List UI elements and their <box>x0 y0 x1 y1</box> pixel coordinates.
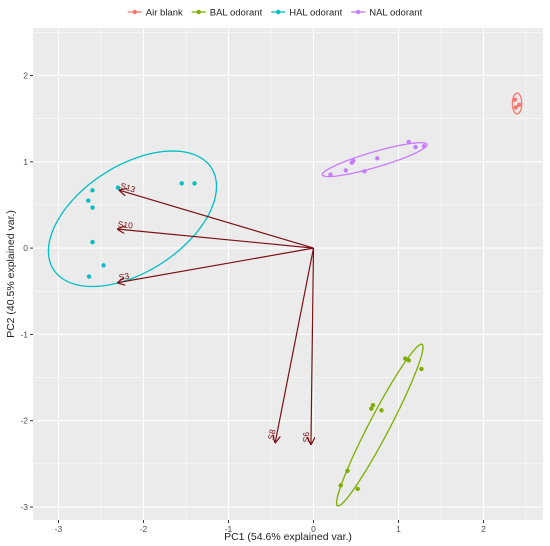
point-hal-odorant <box>101 263 106 268</box>
y-tick-label: -3 <box>20 502 28 512</box>
x-tick-label: 1 <box>396 524 401 534</box>
point-bal-odorant <box>338 483 343 488</box>
y-axis-title: PC2 (40.5% explained var.) <box>5 210 17 338</box>
arrow-s6 <box>311 248 314 444</box>
legend-label: BAL odorant <box>210 8 263 19</box>
point-hal-odorant <box>192 181 197 186</box>
legend-key-dot <box>356 9 361 15</box>
point-nal-odorant <box>362 169 367 174</box>
arrow-label-s3: S3 <box>118 271 130 283</box>
plot-panel <box>33 28 543 520</box>
point-bal-odorant <box>379 408 384 413</box>
arrow-label-s10: S10 <box>117 219 133 230</box>
point-bal-odorant <box>345 468 350 473</box>
point-air-blank <box>513 105 518 110</box>
legend-key-dot <box>276 9 281 15</box>
y-tick-label: -1 <box>20 329 28 339</box>
point-bal-odorant <box>369 406 374 411</box>
arrow-label-s6: S6 <box>301 432 311 443</box>
x-tick-label: -1 <box>225 524 233 534</box>
ellipse-nal-odorant <box>321 142 428 178</box>
point-hal-odorant <box>86 198 91 203</box>
point-nal-odorant <box>413 144 418 150</box>
arrow-label-s8: S8 <box>266 428 278 440</box>
data-points <box>86 97 522 492</box>
point-hal-odorant <box>86 274 92 279</box>
loading-arrows: S13 S10 S3 S8 S6 <box>117 181 313 444</box>
ellipse-air-blank <box>511 92 523 115</box>
x-tick-label: -2 <box>140 524 148 534</box>
point-nal-odorant <box>351 158 356 164</box>
legend-key-dot <box>132 9 137 15</box>
legend-label: HAL odorant <box>289 8 342 19</box>
axis-ticks: -3 -2 -1 0 1 2 -3 -2 -1 0 1 2 <box>20 70 486 534</box>
arrow-s13 <box>120 190 314 249</box>
confidence-ellipses <box>47 92 523 507</box>
y-tick-label: -2 <box>20 416 28 426</box>
y-tick-label: 0 <box>23 243 28 253</box>
arrow-label-s13: S13 <box>119 181 137 195</box>
point-nal-odorant <box>328 172 333 177</box>
y-tick-label: 1 <box>23 157 28 167</box>
point-nal-odorant <box>343 168 348 173</box>
point-bal-odorant <box>419 366 424 372</box>
point-hal-odorant <box>90 188 95 193</box>
ellipse-bal-odorant <box>335 343 424 507</box>
legend-item-bal-odorant: BAL odorant <box>191 8 263 19</box>
legend-key-dot <box>196 9 201 15</box>
legend-item-hal-odorant: HAL odorant <box>271 8 343 19</box>
legend-label: Air blank <box>146 8 183 19</box>
point-nal-odorant <box>421 144 427 149</box>
arrow-s3 <box>118 247 314 283</box>
point-nal-odorant <box>375 156 380 161</box>
x-axis-title: PC1 (54.6% explained var.) <box>224 531 352 543</box>
x-tick-label: -3 <box>55 524 63 534</box>
point-bal-odorant <box>370 403 376 408</box>
point-air-blank <box>517 102 522 108</box>
point-bal-odorant <box>355 486 360 492</box>
point-nal-odorant <box>406 139 411 145</box>
ellipse-hal-odorant <box>47 150 218 288</box>
arrow-s8 <box>275 247 315 442</box>
legend: Air blank BAL odorant HAL odorant NAL odora… <box>127 8 423 19</box>
arrow-s10 <box>118 229 314 249</box>
point-hal-odorant <box>179 181 184 186</box>
legend-item-air-blank: Air blank <box>127 8 183 19</box>
y-tick-label: 2 <box>23 70 28 80</box>
legend-label: NAL odorant <box>369 8 422 19</box>
point-hal-odorant <box>90 205 95 210</box>
point-bal-odorant <box>403 356 408 361</box>
x-tick-label: 2 <box>481 524 486 534</box>
point-hal-odorant <box>90 239 95 245</box>
x-tick-label: 0 <box>311 524 316 534</box>
point-bal-odorant <box>406 358 411 363</box>
point-air-blank <box>512 97 518 102</box>
legend-item-nal-odorant: NAL odorant <box>351 8 423 19</box>
